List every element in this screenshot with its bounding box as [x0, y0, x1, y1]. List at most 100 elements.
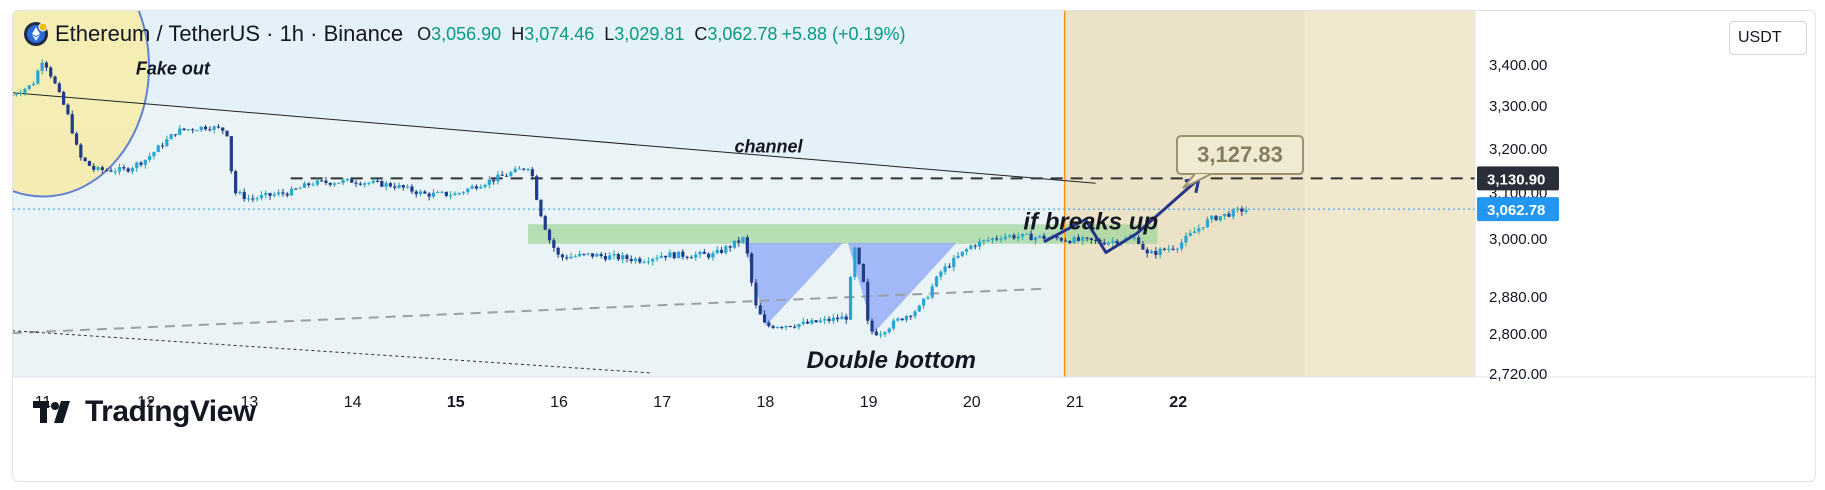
candle-body: [1197, 228, 1201, 232]
candle-body: [1210, 215, 1214, 220]
price-callout-pointer: [1182, 173, 1212, 189]
candle-body: [234, 171, 238, 194]
candle-body: [1055, 236, 1059, 239]
candle-body: [105, 170, 109, 172]
candle-body: [277, 192, 281, 195]
candle-body: [1149, 251, 1154, 254]
candle-body: [44, 62, 49, 68]
candle-body: [595, 254, 599, 257]
candle-body: [49, 67, 53, 77]
candle-body: [848, 277, 853, 320]
candle-body: [251, 198, 255, 200]
fakeout-circle: [13, 11, 150, 198]
candle-body: [195, 130, 199, 132]
candle-body: [1008, 235, 1012, 237]
candle-body: [539, 199, 543, 217]
y-tick-label: 2,720.00: [1489, 366, 1547, 383]
candle-body: [1003, 236, 1007, 239]
candle-body: [977, 241, 982, 247]
candle-body: [173, 134, 178, 136]
candle-body: [616, 254, 620, 260]
candle-body: [337, 182, 341, 184]
candle-body: [603, 255, 608, 260]
candle-body: [797, 324, 801, 328]
candle-body: [775, 327, 780, 329]
candle-body: [483, 184, 487, 187]
candle-body: [444, 191, 448, 196]
candle-body: [160, 145, 165, 147]
candle-body: [126, 168, 130, 172]
candle-body: [926, 297, 930, 299]
candle-body: [1029, 233, 1033, 241]
candle-body: [702, 251, 706, 254]
y-tick-label: 3,200.00: [1489, 141, 1547, 158]
candle-body: [883, 332, 887, 335]
candle-body: [960, 251, 964, 256]
price-chart[interactable]: 3,400.003,300.003,200.003,100.003,000.00…: [13, 11, 1815, 481]
candle-body: [74, 133, 79, 145]
candle-body: [904, 315, 909, 321]
candle-body: [1201, 227, 1205, 229]
candle-body: [341, 180, 345, 183]
candle-body: [526, 169, 530, 171]
y-tick-label: 3,000.00: [1489, 231, 1547, 248]
candle-body: [1223, 213, 1227, 217]
candle-body: [509, 172, 513, 176]
candle-body: [535, 176, 539, 200]
candle-body: [324, 180, 328, 183]
candle-body: [384, 183, 388, 187]
y-tick-label: 2,800.00: [1489, 326, 1547, 343]
candle-body: [646, 261, 651, 263]
candle-body: [186, 129, 190, 131]
candle-body: [436, 191, 440, 193]
candle-body: [1081, 237, 1085, 241]
channel-line: [13, 92, 1096, 184]
candle-body: [40, 62, 44, 71]
candle-body: [823, 318, 827, 321]
candle-body: [238, 192, 242, 194]
chart-frame[interactable]: 3,400.00 3,300.00 3,200.00 3,100.00 3,000.00…: [12, 10, 1816, 482]
candle-body: [590, 253, 595, 257]
candle-body: [1089, 238, 1093, 241]
candle-body: [784, 325, 788, 328]
candle-body: [711, 253, 715, 258]
candle-body: [225, 130, 229, 137]
candle-body: [479, 186, 483, 189]
candle-body: [23, 88, 27, 93]
candle-body: [1033, 237, 1038, 241]
candle-body: [969, 245, 973, 250]
annotation-text: if breaks up: [1023, 209, 1158, 236]
ethereum-icon: [24, 22, 48, 46]
candle-body: [1158, 248, 1162, 255]
symbol-title[interactable]: Ethereum / TetherUS · 1h · Binance: [55, 21, 404, 46]
candle-body: [1205, 219, 1210, 228]
candle-body: [1094, 240, 1098, 242]
price-tag-label: 3,062.78: [1487, 202, 1545, 219]
candle-body: [793, 326, 797, 328]
candle-body: [66, 104, 70, 115]
candle-body: [750, 253, 754, 283]
candle-body: [982, 240, 986, 242]
currency-selector[interactable]: USDT: [1729, 21, 1807, 55]
candle-body: [625, 255, 629, 259]
double-bottom-triangle-2: [847, 242, 957, 333]
candle-body: [990, 238, 995, 241]
candle-body: [363, 183, 367, 185]
candle-body: [874, 331, 878, 336]
candle-body: [1141, 244, 1145, 250]
candle-body: [612, 254, 616, 256]
candle-body: [1038, 235, 1042, 238]
candle-body: [285, 193, 289, 196]
x-tick-label: 14: [344, 394, 362, 411]
candle-body: [27, 85, 31, 89]
candle-body: [36, 70, 40, 84]
candle-body: [92, 165, 96, 170]
candle-body: [492, 179, 496, 182]
candle-body: [922, 298, 926, 306]
candle-body: [328, 182, 332, 185]
candle-body: [973, 245, 977, 247]
candle-body: [423, 191, 427, 194]
candle-body: [999, 238, 1003, 240]
x-tick-label: 12: [137, 394, 155, 411]
candle-body: [109, 170, 113, 172]
